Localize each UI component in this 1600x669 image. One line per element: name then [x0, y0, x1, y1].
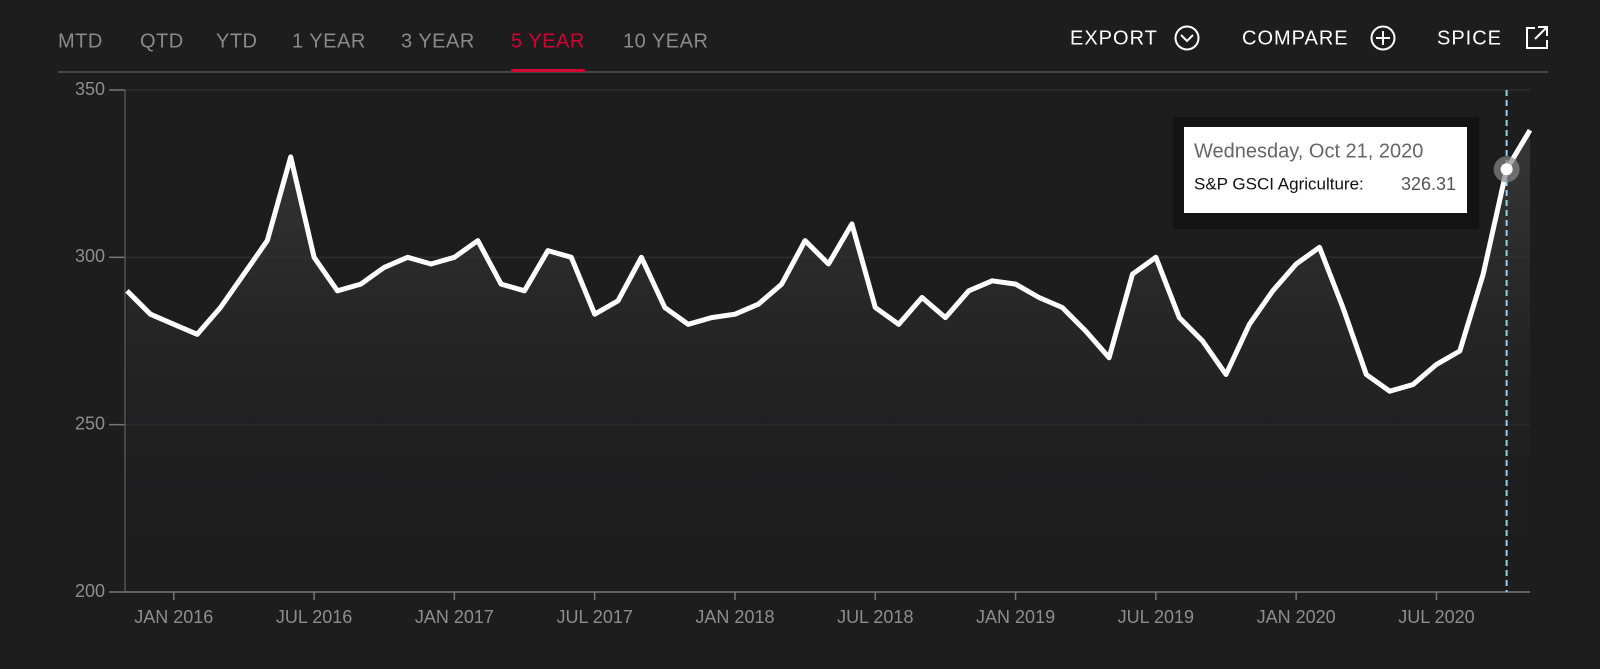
chart: 200 250 300 350 JAN 2016 JUL 2016 JAN 2017 JUL …: [75, 79, 1533, 627]
compare-icon[interactable]: [1370, 25, 1396, 51]
action-button[interactable]: EXPORT: [1070, 27, 1158, 49]
x-tick-label: JUL 2019: [1118, 607, 1194, 627]
tooltip-label: S&P GSCI Agriculture:: [1194, 174, 1364, 193]
tab[interactable]: 5 YEAR: [511, 30, 585, 52]
tooltip-date: Wednesday, Oct 21, 2020: [1194, 140, 1423, 162]
tab-bar: MTD QTD YTD 1 YEAR 3 YEAR 5 YEAR 10 YEAR: [58, 30, 708, 72]
x-tick-label: JAN 2018: [695, 607, 774, 627]
tab[interactable]: MTD: [58, 30, 103, 52]
export-chevron: [1180, 34, 1194, 43]
y-tick-label: 200: [75, 581, 105, 601]
x-tick-label: JAN 2019: [976, 607, 1055, 627]
export-icon[interactable]: [1174, 25, 1200, 51]
spice-icon[interactable]: [1526, 26, 1548, 49]
tab[interactable]: QTD: [140, 30, 184, 52]
tab[interactable]: 1 YEAR: [292, 30, 366, 52]
x-tick-label: JUL 2016: [276, 607, 352, 627]
x-tick-label: JUL 2020: [1398, 607, 1474, 627]
x-tick-label: JAN 2020: [1257, 607, 1336, 627]
hover-point: [1500, 163, 1513, 176]
line: [125, 128, 1533, 394]
active-tab-underline: [511, 69, 585, 72]
y-tick-label: 250: [75, 413, 105, 433]
tooltip-value: 326.31: [1401, 174, 1456, 194]
x-tick-label: JAN 2017: [415, 607, 494, 627]
y-tick-label: 350: [75, 79, 105, 99]
tab[interactable]: 10 YEAR: [623, 30, 708, 52]
action-button[interactable]: COMPARE: [1242, 27, 1349, 49]
x-tick-label: JAN 2016: [134, 607, 213, 627]
tab[interactable]: 3 YEAR: [401, 30, 475, 52]
x-tick-label: JUL 2017: [556, 607, 632, 627]
compare-plus: [1376, 31, 1390, 45]
action-bar: EXPORT COMPARE SPICE: [1070, 27, 1502, 49]
tooltip: [1184, 127, 1467, 213]
y-tick-label: 300: [75, 246, 105, 266]
x-tick-label: JUL 2018: [837, 607, 913, 627]
tab[interactable]: YTD: [216, 30, 258, 52]
action-button[interactable]: SPICE: [1437, 27, 1502, 49]
